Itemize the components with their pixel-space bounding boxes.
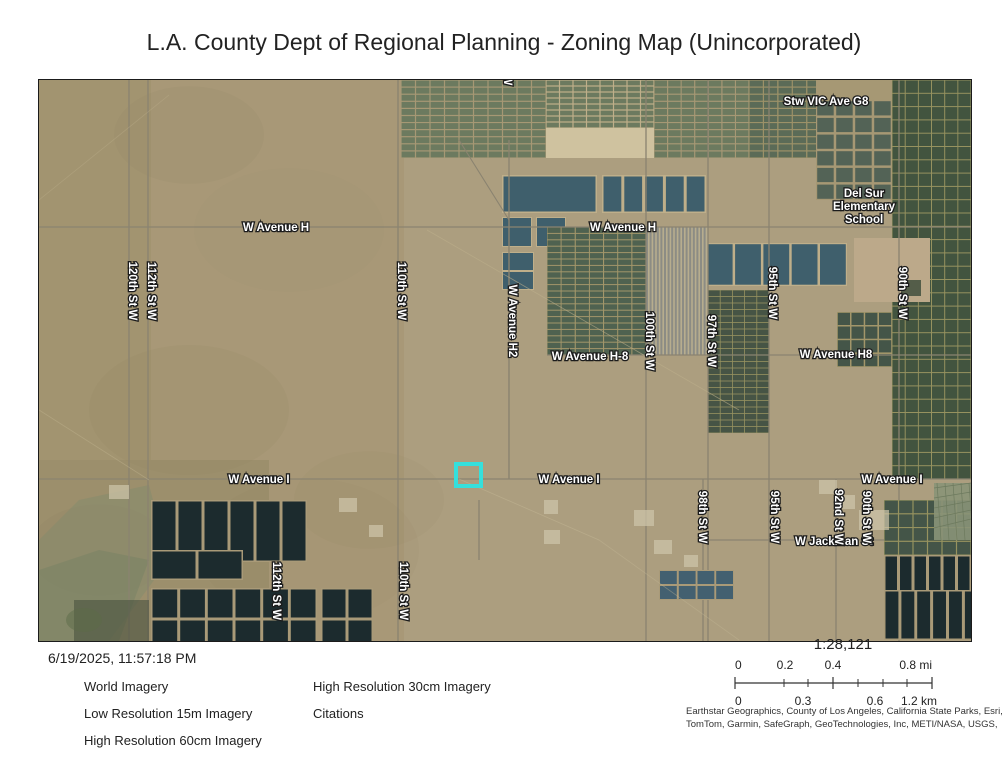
svg-text:92nd St W: 92nd St W: [832, 489, 844, 545]
svg-text:School: School: [845, 214, 883, 226]
svg-text:0.8 mi: 0.8 mi: [899, 658, 932, 672]
svg-text:0.2: 0.2: [777, 658, 794, 672]
svg-text:110th St W: 110th St W: [395, 262, 407, 320]
svg-text:W Avenue H2: W Avenue H2: [506, 285, 518, 358]
svg-text:W Avenue H: W Avenue H: [243, 222, 309, 234]
svg-text:W Avenue H-8: W Avenue H-8: [552, 351, 629, 363]
svg-text:0: 0: [735, 658, 742, 672]
svg-text:W Avenue I: W Avenue I: [538, 474, 599, 486]
svg-text:97th St W: 97th St W: [705, 315, 717, 368]
svg-text:110th St W: 110th St W: [397, 562, 409, 620]
svg-text:W Avenue I: W Avenue I: [228, 474, 289, 486]
svg-text:95th St W: 95th St W: [766, 267, 778, 320]
svg-text:98th St W: 98th St W: [696, 491, 708, 544]
svg-text:95th St W: 95th St W: [768, 491, 780, 544]
svg-text:90th St W: 90th St W: [896, 267, 908, 320]
svg-text:Stw VIC Ave G8: Stw VIC Ave G8: [784, 96, 869, 108]
svg-text:Del Sur: Del Sur: [844, 188, 885, 200]
svg-text:0.4: 0.4: [825, 658, 842, 672]
svg-text:W Avenue H8: W Avenue H8: [800, 349, 873, 361]
svg-text:112th St W: 112th St W: [270, 562, 282, 620]
svg-text:Elementary: Elementary: [833, 201, 896, 213]
svg-text:100th St W: 100th St W: [643, 312, 655, 371]
svg-text:W Avenue I: W Avenue I: [861, 474, 922, 486]
svg-text:105th St W: 105th St W: [501, 80, 513, 86]
svg-text:120th St W: 120th St W: [126, 262, 138, 321]
svg-text:90th St W: 90th St W: [860, 491, 872, 544]
svg-text:W Avenue H: W Avenue H: [590, 222, 656, 234]
svg-text:112th St W: 112th St W: [145, 262, 157, 320]
